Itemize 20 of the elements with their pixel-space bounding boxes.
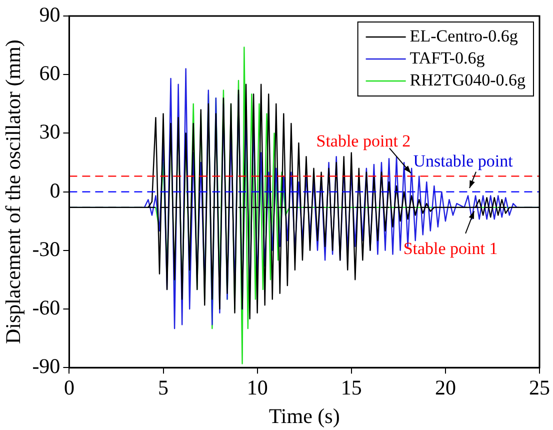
x-tick-label: 5 bbox=[158, 376, 169, 400]
y-tick-label: 90 bbox=[39, 2, 60, 27]
annotation: Unstable point bbox=[413, 151, 514, 170]
legend-label: EL-Centro-0.6g bbox=[410, 26, 518, 46]
x-tick-label: 10 bbox=[246, 376, 268, 400]
y-tick-label: 0 bbox=[50, 178, 60, 202]
y-tick-label: -90 bbox=[32, 354, 60, 378]
y-tick-label: 60 bbox=[39, 61, 60, 86]
x-tick-label: 25 bbox=[529, 376, 550, 400]
annotation: Stable point 2 bbox=[316, 132, 411, 151]
x-tick-label: 15 bbox=[340, 376, 362, 400]
y-tick-label: -30 bbox=[32, 236, 60, 261]
y-tick-label: -60 bbox=[32, 296, 60, 320]
x-tick-label: 20 bbox=[434, 376, 456, 400]
legend-label: TAFT-0.6g bbox=[410, 48, 486, 68]
y-tick-label: 30 bbox=[39, 120, 60, 144]
annotation: Stable point 1 bbox=[403, 238, 498, 258]
legend-label: RH2TG040-0.6g bbox=[410, 70, 526, 90]
x-axis-title: Time (s) bbox=[268, 404, 340, 428]
y-axis-title: Displacement of the oscillator (mm) bbox=[1, 40, 26, 344]
